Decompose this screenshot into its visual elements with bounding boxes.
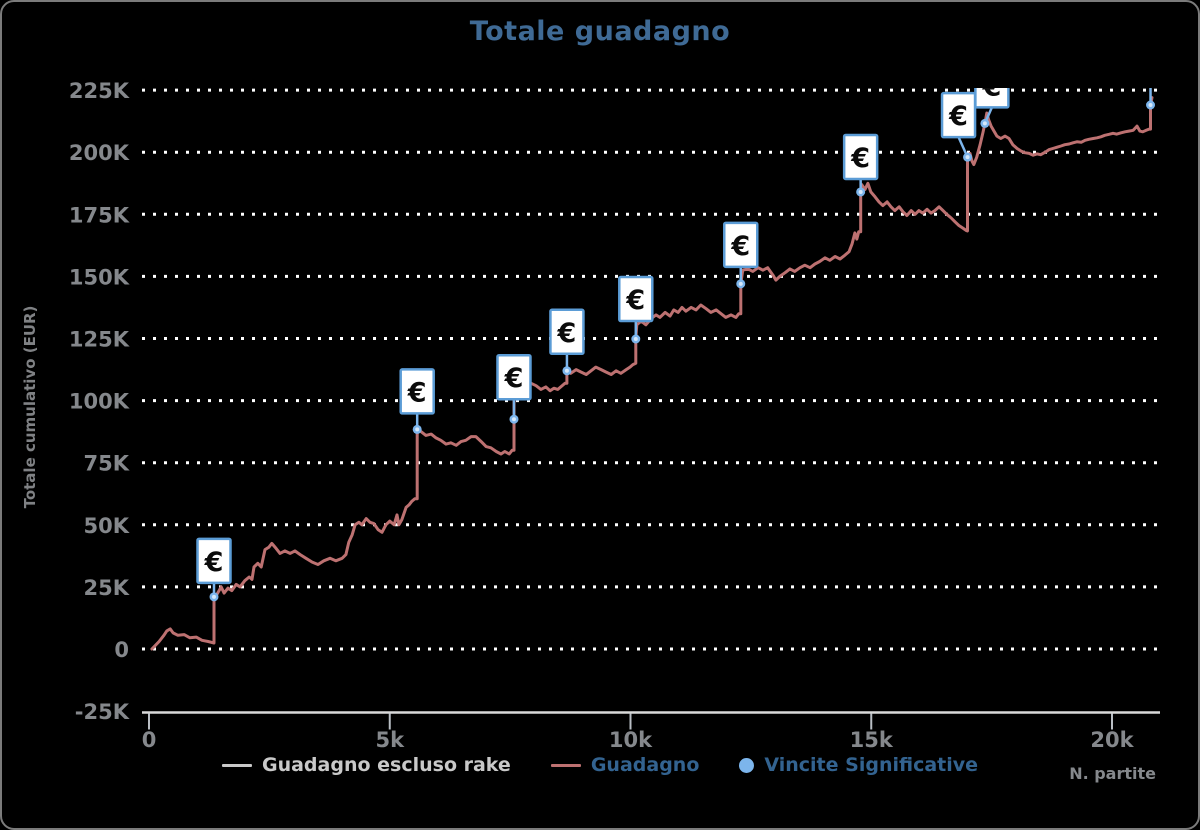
series-layer (150, 96, 1154, 651)
significant-win-markers: € € € € € € € € € € (196, 28, 1167, 602)
y-tick-label-50K: 50K (84, 514, 130, 538)
line-swatch-icon (221, 763, 252, 767)
euro-callout-box[interactable] (399, 368, 435, 415)
euro-icon: € (948, 101, 968, 132)
win-point-dot-center (1148, 103, 1153, 108)
significant-win-marker-8[interactable]: € (940, 91, 977, 162)
legend-item-guadagno-escluso-rake[interactable]: Guadagno escluso rake (221, 754, 511, 776)
legend-item-vincite-significative[interactable]: Vincite Significative (739, 754, 978, 776)
euro-callout-box[interactable] (842, 133, 879, 181)
euro-callout-box[interactable] (618, 275, 654, 323)
win-point-dot-center (982, 121, 987, 126)
win-point-dot-center (633, 336, 638, 341)
win-point-dot-center (415, 427, 420, 432)
x-tick-label-5k: 5k (375, 728, 405, 752)
euro-icon: € (625, 285, 645, 316)
y-tick-label-75K: 75K (84, 452, 130, 476)
euro-icon: € (204, 547, 224, 578)
guadagno-line (150, 96, 1154, 651)
significant-win-marker-3[interactable]: € (496, 353, 532, 424)
euro-icon: € (730, 231, 750, 262)
x-tick-label-10k: 10k (609, 728, 653, 752)
legend-label: Guadagno escluso rake (261, 754, 511, 776)
euro-icon: € (1140, 36, 1160, 67)
y-tick-label--25K: -25K (75, 700, 130, 724)
chart-title: Totale guadagno (469, 16, 731, 47)
gridlines (142, 88, 1160, 651)
win-point-dot-center (511, 417, 516, 422)
euro-icon: € (981, 71, 1001, 102)
euro-icon: € (850, 143, 870, 174)
legend-label: Guadagno (590, 754, 700, 776)
y-tick-label-175K: 175K (69, 203, 130, 227)
euro-callout-box[interactable] (496, 353, 532, 401)
significant-win-marker-1[interactable]: € (196, 537, 232, 602)
significant-win-marker-7[interactable]: € (842, 133, 879, 197)
x-axis (142, 711, 1160, 730)
euro-callout-box[interactable] (196, 537, 232, 585)
x-tick-label-0: 0 (142, 728, 157, 752)
x-axis-title: N. partite (1069, 764, 1156, 783)
win-point-dot-center (858, 189, 863, 194)
significant-win-marker-6[interactable]: € (723, 221, 759, 289)
euro-callout-box[interactable] (723, 221, 759, 269)
y-tick-label-0: 0 (114, 638, 129, 662)
tick-labels: 0 5k 10k 15k 20k -25K 0 25K 50K 75K 100K 125K 150K 17… (69, 79, 1135, 752)
win-point-dot-center (965, 155, 970, 160)
x-tick-label-15k: 15k (850, 728, 894, 752)
legend-item-guadagno[interactable]: Guadagno (550, 754, 700, 776)
y-tick-label-125K: 125K (69, 328, 130, 352)
legend-label: Vincite Significative (764, 754, 979, 776)
y-tick-label-200K: 200K (69, 141, 130, 165)
y-tick-label-100K: 100K (69, 390, 130, 414)
significant-win-marker-10[interactable]: € (1134, 28, 1167, 110)
euro-icon: € (557, 318, 577, 349)
win-point-dot-center (212, 594, 217, 599)
significant-win-marker-5[interactable]: € (618, 275, 654, 344)
y-tick-label-225K: 225K (69, 79, 130, 103)
line-swatch-icon (550, 763, 581, 767)
euro-callout-box[interactable] (974, 63, 1010, 109)
significant-win-marker-2[interactable]: € (399, 368, 435, 434)
legend: Guadagno escluso rake Guadagno Vincite S… (221, 754, 978, 776)
euro-icon: € (407, 377, 427, 408)
y-tick-label-25K: 25K (84, 576, 130, 600)
x-tick-label-20k: 20k (1090, 728, 1134, 752)
euro-callout-box[interactable] (549, 308, 585, 356)
euro-icon: € (504, 363, 524, 394)
significant-win-marker-4[interactable]: € (549, 308, 585, 376)
y-tick-label-150K: 150K (69, 265, 130, 289)
euro-callout-box[interactable] (1134, 28, 1167, 72)
euro-callout-box[interactable] (940, 91, 977, 139)
circle-swatch-icon (739, 757, 755, 773)
win-point-dot-center (738, 281, 743, 286)
significant-win-marker-9[interactable]: € (974, 63, 1010, 128)
win-point-dot-center (564, 368, 569, 373)
